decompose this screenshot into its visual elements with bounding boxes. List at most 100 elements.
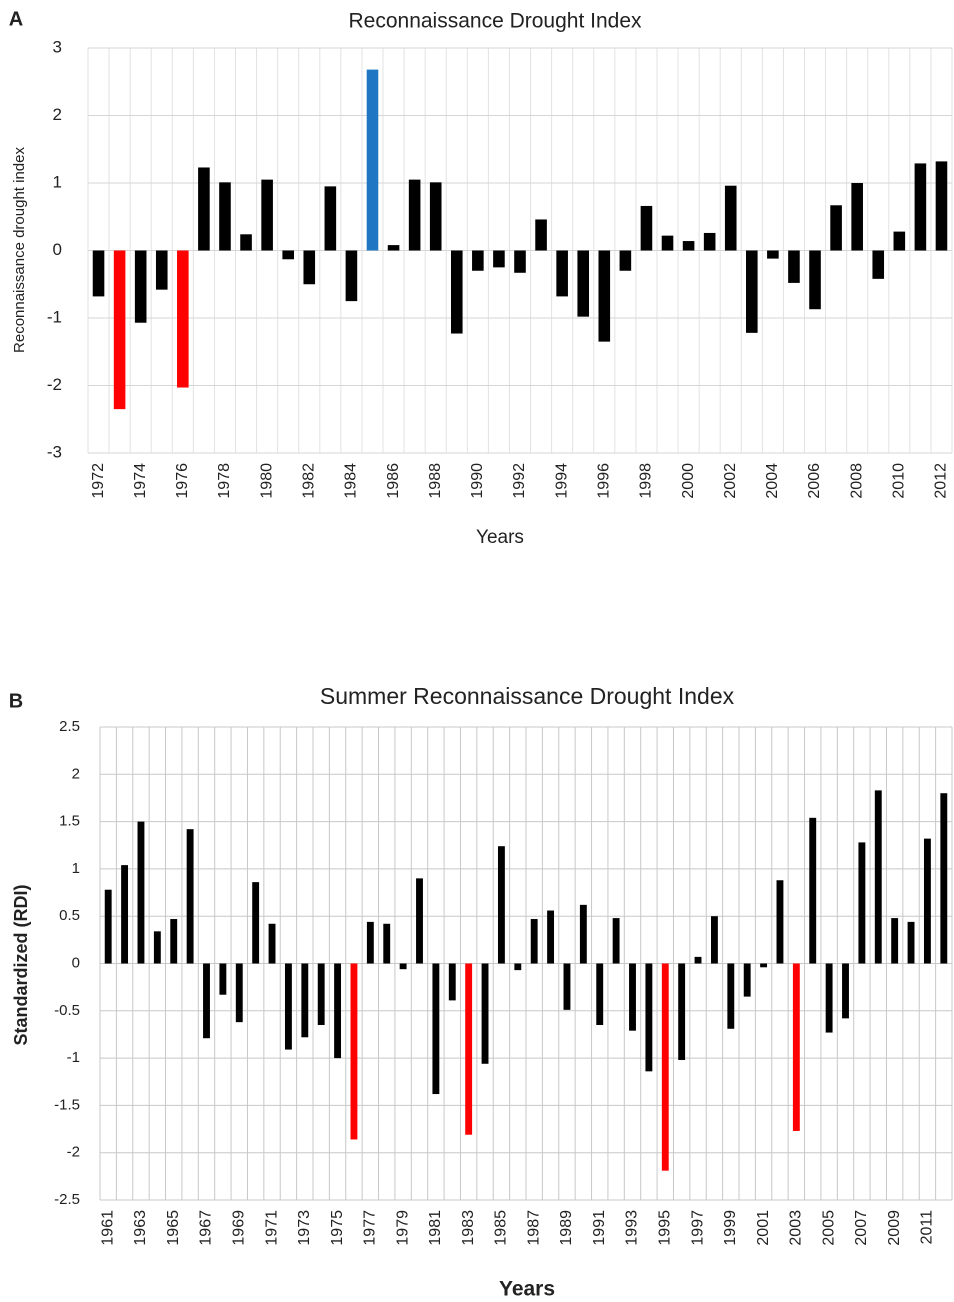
x-tick-label: 1976 [174, 463, 191, 499]
x-tick-label: 2004 [764, 463, 781, 499]
y-tick-label: 2 [53, 105, 62, 124]
x-tick-label: 2002 [722, 463, 739, 499]
bar [177, 250, 189, 388]
bar [170, 919, 178, 964]
bar [577, 250, 590, 317]
y-tick-label: -3 [47, 442, 62, 461]
bar [301, 963, 309, 1038]
bar [345, 250, 358, 302]
bar [788, 250, 800, 283]
x-tick-label: 1998 [638, 463, 655, 499]
x-tick-label: 1969 [230, 1210, 247, 1246]
x-axis-label: Years [499, 1278, 555, 1301]
x-tick-label: 1990 [469, 463, 486, 499]
y-axis-label: Standardized (RDI) [11, 884, 31, 1045]
bar [324, 186, 337, 251]
bar [682, 241, 695, 251]
bar [334, 963, 342, 1059]
bar [186, 829, 194, 964]
bar [450, 250, 463, 334]
x-tick-label: 1983 [460, 1210, 477, 1246]
bar [497, 846, 505, 964]
x-tick-label: 1965 [165, 1210, 182, 1246]
bar [317, 963, 325, 1025]
bar [252, 882, 260, 964]
bar [303, 250, 316, 285]
bar [935, 161, 948, 251]
bar [661, 963, 669, 1171]
x-tick-label: 1997 [689, 1210, 706, 1246]
bar [760, 963, 768, 968]
bar [530, 919, 538, 964]
x-tick-label: 1994 [553, 463, 570, 499]
x-tick-label: 1982 [300, 463, 317, 499]
bar [387, 245, 400, 251]
y-tick-label: 1 [72, 860, 80, 877]
bar [563, 963, 571, 1010]
bar [809, 250, 821, 310]
bar [514, 963, 522, 971]
bar [703, 232, 716, 251]
x-tick-label: 1978 [216, 463, 233, 499]
x-tick-label: 2010 [891, 463, 908, 499]
bar [547, 910, 555, 964]
bar [155, 250, 168, 290]
bar [645, 963, 653, 1072]
x-tick-label: 1984 [343, 463, 360, 499]
x-tick-label: 1979 [394, 1210, 411, 1246]
y-tick-label: 2 [72, 765, 80, 782]
y-tick-label: -2 [47, 375, 62, 394]
bar [535, 219, 547, 251]
bar [240, 234, 252, 251]
x-tick-label: 1995 [656, 1210, 673, 1246]
x-tick-label: 2008 [848, 463, 865, 499]
bar [261, 179, 273, 251]
bar [678, 963, 686, 1060]
y-tick-label: 2.5 [59, 718, 80, 735]
bar [579, 904, 587, 964]
bar [268, 923, 276, 964]
y-tick-label: -2.5 [54, 1191, 80, 1208]
x-tick-label: 1961 [99, 1210, 116, 1246]
x-axis-label: Years [476, 527, 524, 548]
bar [891, 918, 899, 964]
bar [104, 889, 112, 964]
bar [640, 205, 653, 251]
y-tick-label: 1 [53, 172, 62, 191]
bar [872, 250, 885, 279]
bar [914, 163, 927, 251]
x-tick-label: 1992 [511, 463, 528, 499]
x-tick-label: 1973 [296, 1210, 313, 1246]
bar [858, 842, 866, 964]
panel-label: B [9, 690, 23, 712]
bar [137, 821, 145, 964]
x-tick-label: 2006 [806, 463, 823, 499]
bar [727, 963, 735, 1029]
x-tick-label: 1967 [198, 1210, 215, 1246]
y-tick-label: -2 [67, 1144, 80, 1161]
bar [710, 916, 718, 964]
bar [907, 921, 915, 964]
bar [830, 205, 842, 251]
bar [472, 250, 484, 271]
bar [612, 918, 620, 964]
y-tick-label: 0.5 [59, 907, 80, 924]
x-tick-label: 1993 [624, 1210, 641, 1246]
x-tick-label: 2009 [886, 1210, 903, 1246]
bar [792, 963, 800, 1131]
bar [366, 921, 374, 964]
bar [429, 182, 442, 251]
x-tick-label: 1971 [263, 1210, 280, 1246]
bar [121, 865, 129, 964]
bar [282, 250, 294, 260]
x-tick-label: 2001 [755, 1210, 772, 1246]
bar [694, 956, 702, 964]
bar [724, 185, 737, 251]
bar [893, 231, 906, 251]
y-tick-label: -1 [67, 1049, 80, 1066]
bar [940, 793, 948, 964]
x-tick-label: 1972 [90, 463, 107, 499]
x-tick-label: 2003 [788, 1210, 805, 1246]
y-tick-label: -1 [47, 307, 62, 326]
